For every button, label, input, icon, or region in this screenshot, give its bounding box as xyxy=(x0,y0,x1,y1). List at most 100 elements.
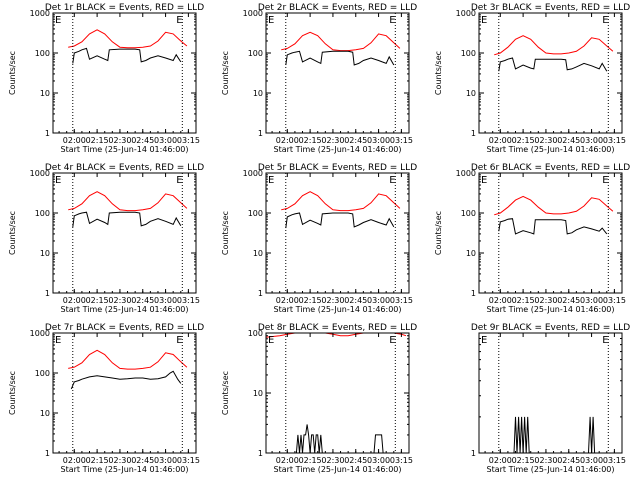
y-tick-label: 1 xyxy=(471,449,476,458)
chart-title: Det 4r BLACK = Events, RED = LLD xyxy=(45,163,204,173)
chart-title: Det 6r BLACK = Events, RED = LLD xyxy=(471,163,630,173)
series-line-black xyxy=(72,47,182,64)
x-tick-label: 02:15 xyxy=(86,296,109,305)
event-marker-label: E xyxy=(176,15,182,26)
x-axis-label: Start Time (25-Jun-14 01:46:00) xyxy=(61,305,189,314)
chart-title: Det 7r BLACK = Events, RED = LLD xyxy=(45,323,204,333)
x-tick-label: 02:15 xyxy=(299,296,322,305)
y-tick-label: 100 xyxy=(248,209,263,218)
x-tick-label: 03:15 xyxy=(177,456,200,465)
y-tick-label: 10 xyxy=(40,249,50,258)
x-tick-label: 02:00 xyxy=(489,136,512,145)
x-tick-label: 03:00 xyxy=(367,456,390,465)
x-tick-label: 02:00 xyxy=(489,296,512,305)
y-axis-label: Counts/sec xyxy=(8,211,17,255)
x-tick-label: 03:15 xyxy=(390,296,413,305)
y-tick-label: 10 xyxy=(40,409,50,418)
x-tick-label: 02:00 xyxy=(489,456,512,465)
event-marker-label: E xyxy=(176,335,182,346)
x-tick-label: 02:15 xyxy=(86,456,109,465)
y-tick-label: 1000 xyxy=(30,9,50,18)
x-tick-label: 02:15 xyxy=(512,456,535,465)
x-tick-label: 02:45 xyxy=(344,296,367,305)
x-tick-label: 02:00 xyxy=(63,136,86,145)
series-line-red xyxy=(68,349,188,370)
x-tick-label: 02:15 xyxy=(512,136,535,145)
y-axis-label: Counts/sec xyxy=(434,211,443,255)
y-tick-label: 1 xyxy=(258,449,263,458)
x-tick-label: 02:30 xyxy=(108,296,131,305)
event-marker-label: E xyxy=(389,175,395,186)
x-tick-label: 02:15 xyxy=(299,136,322,145)
x-tick-label: 03:00 xyxy=(367,296,390,305)
y-axis-label: Counts/sec xyxy=(221,371,230,415)
y-tick-label: 1000 xyxy=(30,329,50,338)
series-line-black xyxy=(72,211,182,227)
chart-title: Det 3r BLACK = Events, RED = LLD xyxy=(471,3,630,13)
y-axis-label: Counts/sec xyxy=(8,51,17,95)
y-tick-label: 100 xyxy=(461,49,476,58)
y-tick-label: 10 xyxy=(466,89,476,98)
y-tick-label: 10 xyxy=(253,249,263,258)
event-marker-label: E xyxy=(176,175,182,186)
plot-frame xyxy=(478,172,623,294)
y-tick-label: 1000 xyxy=(243,169,263,178)
x-tick-label: 02:00 xyxy=(63,456,86,465)
x-tick-label: 02:15 xyxy=(299,456,322,465)
y-axis-label: Counts/sec xyxy=(221,51,230,95)
x-axis-label: Start Time (25-Jun-14 01:46:00) xyxy=(274,465,402,474)
x-tick-label: 02:45 xyxy=(557,456,580,465)
x-axis-label: Start Time (25-Jun-14 01:46:00) xyxy=(487,305,615,314)
event-marker-label: E xyxy=(268,15,274,26)
y-tick-label: 10 xyxy=(253,89,263,98)
x-tick-label: 02:00 xyxy=(276,136,299,145)
x-tick-label: 03:00 xyxy=(580,456,603,465)
event-marker-label: E xyxy=(481,335,487,346)
series-line-black xyxy=(295,424,384,454)
event-marker-label: E xyxy=(602,15,608,26)
x-tick-label: 02:45 xyxy=(557,136,580,145)
plot-frame xyxy=(52,332,197,454)
chart-title: Det 8r BLACK = Events, RED = LLD xyxy=(258,323,417,333)
y-tick-label: 100 xyxy=(35,209,50,218)
x-tick-label: 02:30 xyxy=(108,456,131,465)
series-line-black xyxy=(285,50,395,66)
plot-frame xyxy=(265,172,410,294)
event-marker-label: E xyxy=(389,15,395,26)
series-line-red xyxy=(281,31,401,52)
plot-frame xyxy=(52,12,197,134)
x-tick-label: 03:00 xyxy=(580,296,603,305)
y-axis-label: Counts/sec xyxy=(221,211,230,255)
y-tick-label: 1 xyxy=(45,449,50,458)
x-tick-label: 03:00 xyxy=(154,296,177,305)
y-tick-label: 10 xyxy=(253,389,263,398)
plot-frame xyxy=(478,332,623,454)
y-tick-label: 100 xyxy=(35,369,50,378)
plot-frame xyxy=(52,172,197,294)
y-tick-label: 100 xyxy=(248,49,263,58)
y-tick-label: 1000 xyxy=(243,9,263,18)
y-tick-label: 1 xyxy=(471,289,476,298)
y-tick-label: 10 xyxy=(40,89,50,98)
x-tick-label: 03:00 xyxy=(367,136,390,145)
series-line-black xyxy=(70,370,182,390)
event-marker-label: E xyxy=(481,15,487,26)
x-axis-label: Start Time (25-Jun-14 01:46:00) xyxy=(274,145,402,154)
x-axis-label: Start Time (25-Jun-14 01:46:00) xyxy=(487,145,615,154)
event-marker-label: E xyxy=(55,15,61,26)
chart-title: Det 2r BLACK = Events, RED = LLD xyxy=(258,3,417,13)
y-tick-label: 1 xyxy=(258,129,263,138)
event-marker-label: E xyxy=(268,335,274,346)
y-tick-label: 100 xyxy=(248,329,263,338)
event-marker-label: E xyxy=(602,175,608,186)
series-line-black xyxy=(285,212,395,229)
x-tick-label: 02:30 xyxy=(321,136,344,145)
